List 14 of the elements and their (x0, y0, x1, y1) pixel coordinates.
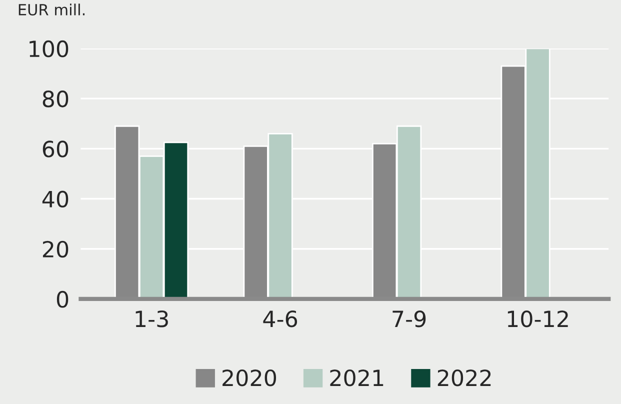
x-tick-label: 4-6 (263, 310, 298, 328)
legend-label: 2020 (222, 369, 276, 386)
x-tick-label: 7-9 (392, 310, 426, 328)
y-tick-label: 100 (30, 40, 68, 58)
y-tick-label: 40 (42, 190, 68, 208)
legend-label: 2021 (330, 369, 384, 386)
y-tick-label: 60 (42, 140, 68, 158)
y-tick-label: 80 (42, 90, 68, 108)
x-tick-label: 10-12 (508, 310, 568, 328)
x-tick-label: 1-3 (136, 310, 168, 328)
legend-label: 2022 (438, 369, 491, 386)
y-tick-label: 0 (56, 290, 68, 308)
y-axis-title: EUR mill. (18, 4, 85, 16)
y-tick-label: 20 (42, 240, 68, 258)
